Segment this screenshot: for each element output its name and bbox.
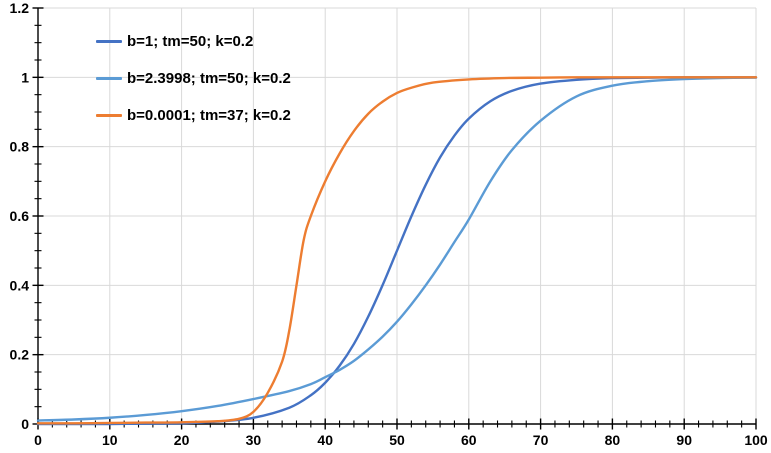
x-tick-label: 70 [533,432,549,448]
y-tick-label: 0.4 [10,277,30,293]
y-tick-label: 0 [21,416,29,432]
series1-line-marker [96,40,122,43]
x-tick-label: 60 [461,432,477,448]
series-curve-2 [36,76,758,422]
legend-label-series1: b=1; tm=50; k=0.2 [127,33,254,50]
legend-item-series1: b=1; tm=50; k=0.2 [96,33,291,50]
legend-label-series3: b=0.0001; tm=37; k=0.2 [127,107,291,124]
tick-labels: 0 10 20 30 40 50 60 70 80 90 100 0 0.2 0.4 0.6 0.8 1 1.2 [10,0,768,448]
gridlines [38,7,757,424]
y-tick-label: 0.6 [10,208,30,224]
series3-line-marker [96,114,122,117]
series2-line-marker [96,77,122,80]
y-tick-label: 1 [21,69,29,85]
series-curves [36,76,758,426]
x-tick-label: 20 [174,432,190,448]
legend-label-series2: b=2.3998; tm=50; k=0.2 [127,70,291,87]
x-tick-label: 10 [102,432,118,448]
x-tick-label: 40 [317,432,333,448]
x-tick-label: 30 [246,432,262,448]
x-tick-label: 80 [605,432,621,448]
y-tick-label: 0.2 [10,347,30,363]
legend-item-series3: b=0.0001; tm=37; k=0.2 [96,107,291,124]
legend-item-series2: b=2.3998; tm=50; k=0.2 [96,70,291,87]
x-tick-label: 90 [676,432,692,448]
legend: b=1; tm=50; k=0.2 b=2.3998; tm=50; k=0.2… [96,33,291,124]
x-tick-label: 100 [744,432,768,448]
x-tick-label: 0 [34,432,42,448]
y-tick-label: 1.2 [10,0,30,16]
y-tick-label: 0.8 [10,139,30,155]
series-curve-3 [36,76,758,425]
x-tick-label: 50 [389,432,405,448]
